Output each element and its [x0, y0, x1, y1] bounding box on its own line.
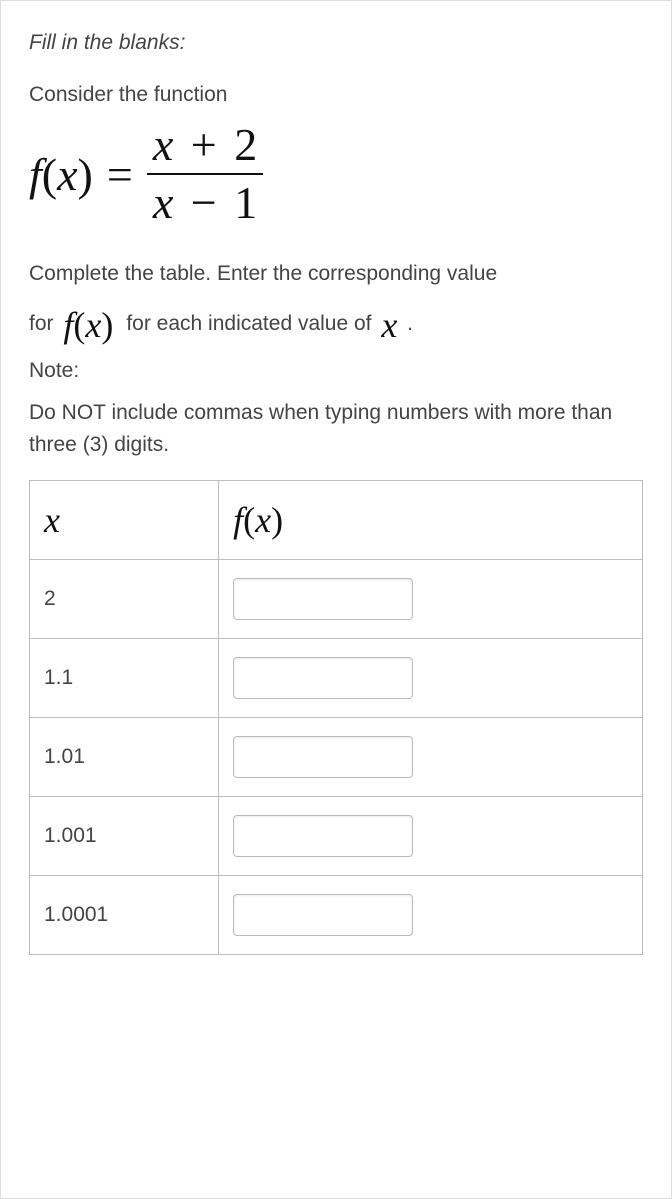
values-table: x f(x) 2 1.1 — [29, 480, 643, 955]
fx-cell — [219, 875, 643, 954]
fx-input[interactable] — [233, 894, 413, 936]
inline-fx-close: ) — [101, 305, 113, 345]
fx-input[interactable] — [233, 815, 413, 857]
header-x-symbol: x — [44, 500, 60, 540]
table-row: 1.1 — [30, 638, 643, 717]
num-op: + — [185, 119, 223, 170]
x-cell: 1.001 — [30, 796, 219, 875]
formula-equals: = — [107, 148, 133, 201]
inline-fx-open: ( — [73, 305, 85, 345]
formula-fraction: x + 2 x − 1 — [147, 121, 263, 228]
den-var: x — [153, 177, 173, 228]
header-fx-var: x — [255, 500, 271, 540]
formula-close-paren: ) — [78, 148, 93, 201]
header-fx: f(x) — [219, 480, 643, 559]
table-row: 1.01 — [30, 717, 643, 796]
body-line-1: Complete the table. Enter the correspond… — [29, 258, 643, 291]
fx-cell — [219, 717, 643, 796]
formula-denominator: x − 1 — [147, 179, 263, 227]
fx-input[interactable] — [233, 657, 413, 699]
header-fx-symbol: f(x) — [233, 500, 283, 540]
formula-f: f — [29, 148, 42, 201]
inline-x: x — [377, 305, 401, 345]
note-label: Note: — [29, 359, 643, 383]
question-card: Fill in the blanks: Consider the functio… — [0, 0, 672, 1199]
fx-input[interactable] — [233, 736, 413, 778]
x-cell: 1.01 — [30, 717, 219, 796]
num-const: 2 — [234, 119, 257, 170]
prompt-text: Consider the function — [29, 83, 643, 107]
den-op: − — [185, 177, 223, 228]
function-formula: f ( x ) = x + 2 x − 1 — [29, 121, 643, 228]
num-var: x — [153, 119, 173, 170]
body2-period: . — [407, 312, 413, 335]
formula-numerator: x + 2 — [147, 121, 263, 169]
inline-fx-f: f — [63, 305, 73, 345]
inline-fx-var: x — [85, 305, 101, 345]
header-fx-open: ( — [243, 500, 255, 540]
table-row: 2 — [30, 559, 643, 638]
formula-var: x — [57, 148, 77, 201]
formula-open-paren: ( — [42, 148, 57, 201]
note-text: Do NOT include commas when typing number… — [29, 397, 643, 462]
header-fx-f: f — [233, 500, 243, 540]
fx-cell — [219, 796, 643, 875]
body2-suffix: for each indicated value of — [126, 312, 377, 335]
x-cell: 1.0001 — [30, 875, 219, 954]
den-const: 1 — [234, 177, 257, 228]
table-row: 1.0001 — [30, 875, 643, 954]
header-fx-close: ) — [271, 500, 283, 540]
table-header-row: x f(x) — [30, 480, 643, 559]
body2-prefix: for — [29, 312, 59, 335]
header-x: x — [30, 480, 219, 559]
fx-input[interactable] — [233, 578, 413, 620]
fraction-bar — [147, 173, 263, 175]
x-cell: 1.1 — [30, 638, 219, 717]
body-line-2: for f(x) for each indicated value of x . — [29, 308, 643, 341]
fx-cell — [219, 638, 643, 717]
fx-cell — [219, 559, 643, 638]
inline-fx: f(x) — [59, 305, 126, 345]
formula-lhs: f ( x ) — [29, 148, 93, 201]
x-cell: 2 — [30, 559, 219, 638]
table-row: 1.001 — [30, 796, 643, 875]
instruction-text: Fill in the blanks: — [29, 31, 643, 55]
